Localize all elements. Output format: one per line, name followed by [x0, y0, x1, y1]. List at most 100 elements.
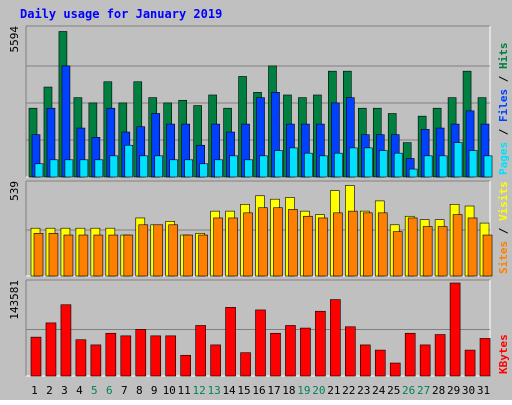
kbytes-bar-day-1	[30, 336, 42, 377]
x-tick-label-day-19: 19	[297, 384, 310, 397]
x-tick-label-day-5: 5	[91, 384, 98, 397]
kbytes-bar-day-20	[315, 310, 326, 377]
kbytes-bar-day-5	[90, 344, 102, 377]
sites-bar-day-14	[228, 217, 238, 277]
sites-bar-day-3	[63, 234, 74, 277]
pages-bar-day-3	[64, 159, 74, 178]
kbytes-bar-day-31	[479, 338, 491, 377]
hits-files-pages-bars	[28, 31, 493, 178]
pages-bar-day-7	[124, 144, 134, 178]
x-tick-label-day-10: 10	[163, 384, 176, 397]
pages-bar-day-12	[199, 163, 208, 178]
x-tick-label-day-24: 24	[372, 384, 386, 397]
kbytes-bar-day-2	[45, 322, 57, 377]
kbytes-bar-day-21	[330, 299, 341, 377]
kbytes-bar-day-8	[135, 329, 147, 377]
kbytes-bar-day-9	[150, 335, 162, 377]
pages-bar-day-11	[184, 159, 193, 178]
sites-bar-day-20	[318, 217, 328, 277]
pages-bar-day-23	[363, 147, 373, 178]
sites-bar-day-7	[123, 234, 134, 277]
sites-bar-day-23	[362, 212, 373, 277]
sites-bar-day-13	[213, 217, 223, 277]
kbytes-bar-day-25	[389, 362, 401, 377]
x-tick-label-day-15: 15	[237, 384, 250, 397]
pages-bar-day-31	[483, 155, 493, 178]
kbytes-bar-day-27	[419, 344, 431, 377]
legend-entry-sites: Sites	[497, 241, 510, 274]
x-tick-label-day-23: 23	[357, 384, 370, 397]
pages-bar-day-14	[229, 155, 238, 178]
visits-sites-ymax-label: 539	[8, 181, 21, 201]
kbytes-bar-day-17	[270, 332, 281, 377]
sites-bar-day-16	[258, 207, 268, 277]
pages-bar-day-8	[139, 155, 149, 178]
kbytes-bar-day-12	[195, 325, 206, 377]
x-tick-label-day-20: 20	[312, 384, 325, 397]
hits-files-pages-legend: Pages / Files / Hits	[497, 43, 510, 176]
pages-bar-day-1	[34, 163, 44, 178]
kbytes-bar-day-28	[434, 334, 446, 377]
pages-bar-day-18	[289, 147, 298, 178]
sites-bar-day-10	[168, 224, 179, 277]
x-tick-label-day-28: 28	[432, 384, 445, 397]
legend-entry-hits: Hits	[497, 43, 510, 70]
visits-sites-panel: 539 Sites / Visits	[8, 180, 510, 277]
sites-bar-day-30	[467, 217, 478, 277]
pages-bar-day-21	[334, 152, 343, 178]
x-tick-label-day-29: 29	[447, 384, 460, 397]
sites-bar-day-22	[348, 210, 358, 277]
pages-bar-day-20	[319, 155, 328, 178]
visits-sites-legend: Sites / Visits	[497, 181, 510, 274]
x-tick-label-day-27: 27	[417, 384, 430, 397]
x-tick-label-day-1: 1	[31, 384, 38, 397]
kbytes-panel: 143581 KBytes	[8, 279, 510, 377]
sites-bar-day-18	[288, 209, 298, 277]
pages-bar-day-17	[274, 150, 283, 178]
kbytes-bar-day-22	[345, 326, 356, 377]
kbytes-bar-day-30	[464, 349, 476, 377]
sites-bar-day-2	[48, 233, 59, 277]
sites-bar-day-29	[452, 214, 463, 277]
kbytes-bar-day-13	[210, 344, 221, 377]
legend-entry-pages: Pages	[497, 142, 510, 175]
pages-bar-day-22	[349, 147, 358, 178]
x-tick-label-day-11: 11	[178, 384, 191, 397]
kbytes-bar-day-18	[285, 325, 296, 377]
pages-bar-day-15	[244, 159, 253, 178]
kbytes-bar-day-19	[300, 327, 311, 377]
x-axis-day-labels: 1 2 3 4 5 6 7 8 9 10 11 12 13 14 15 16 17 18 19 20 21 22 23 24 2…	[31, 384, 490, 397]
x-tick-label-day-6: 6	[106, 384, 113, 397]
sites-bar-day-28	[437, 226, 448, 277]
pages-bar-day-24	[378, 150, 388, 178]
x-tick-label-day-25: 25	[387, 384, 400, 397]
sites-bar-day-17	[273, 207, 283, 277]
x-tick-label-day-2: 2	[46, 384, 53, 397]
kbytes-bars	[30, 282, 491, 377]
x-tick-label-day-7: 7	[121, 384, 128, 397]
pages-bar-day-27	[423, 155, 433, 178]
visits-sites-bars	[30, 185, 493, 277]
pages-bar-day-29	[453, 142, 463, 178]
sites-bar-day-21	[333, 212, 343, 277]
x-tick-label-day-12: 12	[193, 384, 206, 397]
kbytes-bar-day-4	[75, 339, 87, 377]
pages-bar-day-2	[49, 159, 59, 178]
x-tick-label-day-17: 17	[267, 384, 280, 397]
x-tick-label-day-9: 9	[151, 384, 158, 397]
x-tick-label-day-13: 13	[207, 384, 220, 397]
kbytes-bar-day-23	[359, 344, 371, 377]
legend-separator: /	[497, 69, 510, 89]
sites-bar-day-26	[407, 217, 418, 277]
kbytes-bar-day-16	[255, 309, 266, 377]
kbytes-bar-day-11	[180, 354, 191, 377]
sites-bar-day-27	[422, 226, 433, 277]
kbytes-ymax-label: 143581	[8, 280, 21, 320]
kbytes-bar-day-7	[120, 335, 132, 377]
pages-bar-day-9	[154, 155, 164, 178]
sites-bar-day-5	[93, 234, 104, 277]
kbytes-bar-day-29	[449, 282, 461, 377]
kbytes-legend: KBytes	[497, 334, 510, 374]
kbytes-bar-day-10	[165, 335, 177, 377]
